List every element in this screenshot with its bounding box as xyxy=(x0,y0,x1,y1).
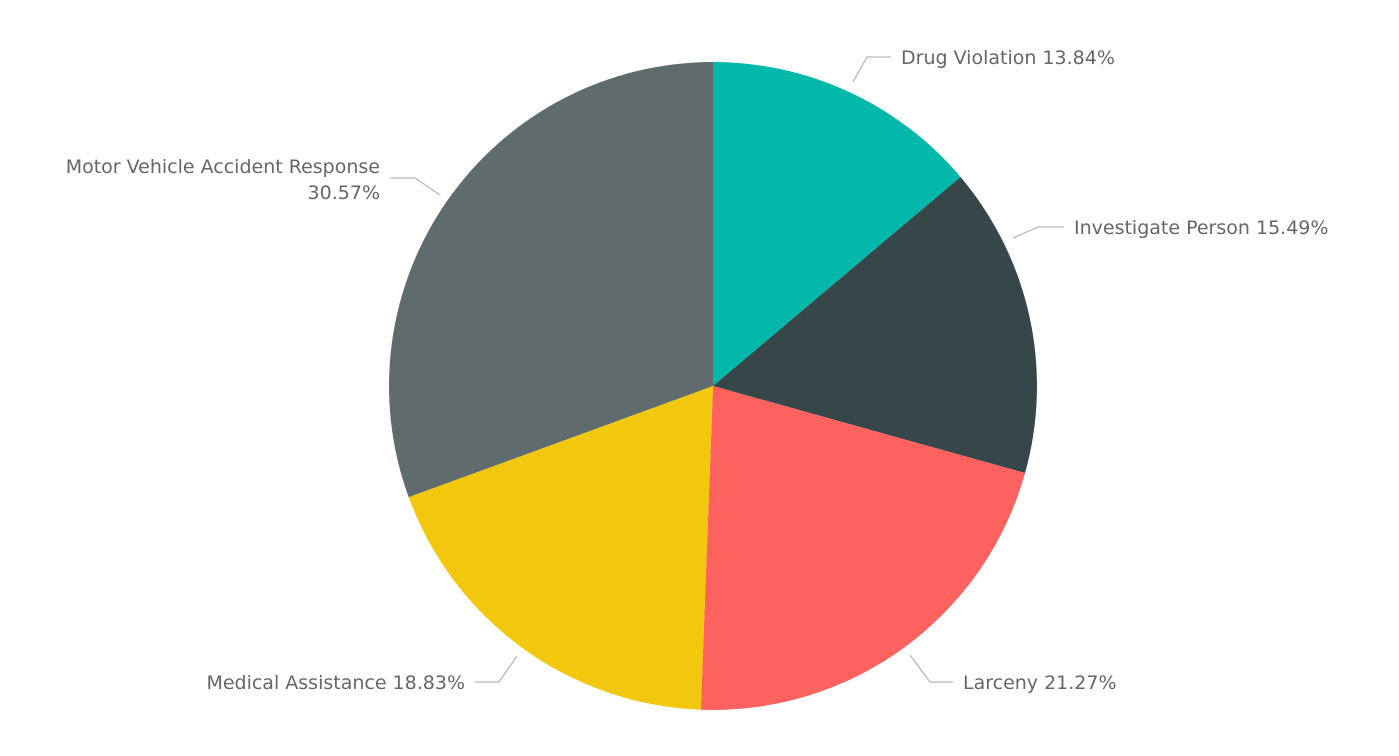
data-label-larceny: Larceny 21.27% xyxy=(963,672,1117,694)
data-label-investigate-person: Investigate Person 15.49% xyxy=(1074,217,1328,239)
pie-slice-motor-vehicle-accident-response[interactable] xyxy=(389,61,713,498)
data-label-motor-vehicle-accident-response: Motor Vehicle Accident Response 30.57% xyxy=(66,156,380,204)
data-label-medical-assistance: Medical Assistance 18.83% xyxy=(206,672,465,694)
leader-line-motor-vehicle-accident-response xyxy=(390,177,441,196)
pie-slices xyxy=(389,61,1037,710)
pie-slice-investigate-person[interactable] xyxy=(713,176,1037,474)
data-labels: Drug Violation 13.84% Investigate Person … xyxy=(66,47,1329,694)
leader-line-medical-assistance xyxy=(475,655,518,683)
data-label-drug-violation: Drug Violation 13.84% xyxy=(901,47,1115,69)
leader-line-drug-violation xyxy=(852,56,891,83)
pie-slice-drug-violation[interactable] xyxy=(713,62,961,386)
leader-line-investigate-person xyxy=(1012,226,1064,239)
leader-line-larceny xyxy=(909,654,953,683)
pie-slice-medical-assistance[interactable] xyxy=(408,386,713,710)
pie-slice-larceny[interactable] xyxy=(700,386,1026,710)
leader-lines xyxy=(390,56,1064,683)
